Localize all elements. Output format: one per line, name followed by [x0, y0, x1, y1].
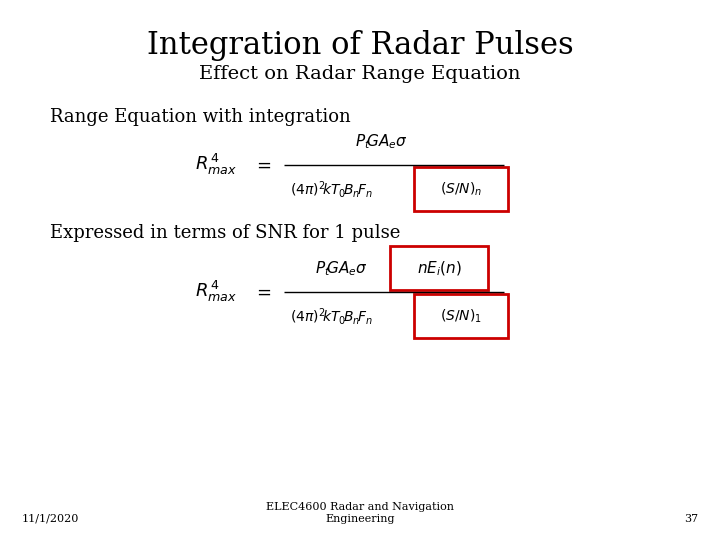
Text: ELEC4600 Radar and Navigation
Engineering: ELEC4600 Radar and Navigation Engineerin… [266, 502, 454, 524]
Text: $R_{max}^{\,4}$: $R_{max}^{\,4}$ [195, 279, 237, 304]
Text: $(4\pi)^2\!kT_0\!B_n\!F_n$: $(4\pi)^2\!kT_0\!B_n\!F_n$ [290, 306, 372, 327]
Text: Range Equation with integration: Range Equation with integration [50, 108, 351, 126]
Text: $(S/N)_n$: $(S/N)_n$ [440, 181, 482, 198]
Text: $=$: $=$ [253, 282, 272, 301]
Text: $(S/N)_1$: $(S/N)_1$ [440, 308, 482, 325]
Text: $R_{max}^{\,4}$: $R_{max}^{\,4}$ [195, 152, 237, 177]
Text: 37: 37 [684, 514, 698, 524]
Text: $P_t\!GA_e\sigma$: $P_t\!GA_e\sigma$ [315, 259, 368, 278]
Text: Expressed in terms of SNR for 1 pulse: Expressed in terms of SNR for 1 pulse [50, 224, 401, 242]
Text: Effect on Radar Range Equation: Effect on Radar Range Equation [199, 65, 521, 83]
Text: $P_t\!GA_e\sigma$: $P_t\!GA_e\sigma$ [355, 132, 408, 151]
Text: $=$: $=$ [253, 156, 272, 174]
Text: Integration of Radar Pulses: Integration of Radar Pulses [147, 30, 573, 60]
Text: 11/1/2020: 11/1/2020 [22, 514, 79, 524]
Text: $(4\pi)^2\!kT_0\!B_n\!F_n$: $(4\pi)^2\!kT_0\!B_n\!F_n$ [290, 179, 372, 200]
Text: $nE_i(n)$: $nE_i(n)$ [417, 259, 462, 278]
